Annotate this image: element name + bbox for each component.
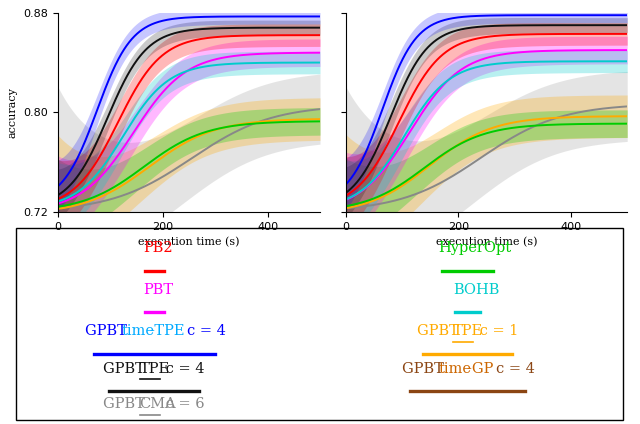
Text: GPBT: GPBT bbox=[104, 397, 150, 411]
Text: GPBT: GPBT bbox=[104, 362, 150, 376]
Text: PB2: PB2 bbox=[143, 241, 173, 255]
Text: c = 4: c = 4 bbox=[187, 324, 226, 338]
Text: -GP: -GP bbox=[467, 362, 499, 376]
Text: TPE: TPE bbox=[453, 324, 483, 338]
Text: TPE: TPE bbox=[140, 362, 170, 376]
Text: HyperOpt: HyperOpt bbox=[438, 241, 511, 255]
Text: GPBT: GPBT bbox=[85, 324, 132, 338]
X-axis label: execution time (s): execution time (s) bbox=[138, 237, 239, 248]
Text: BOHB: BOHB bbox=[453, 283, 499, 297]
Text: time: time bbox=[438, 362, 472, 376]
Text: PBT: PBT bbox=[143, 283, 173, 297]
Text: GPBT: GPBT bbox=[402, 362, 449, 376]
Text: time: time bbox=[122, 324, 154, 338]
Y-axis label: accuracy: accuracy bbox=[8, 87, 17, 138]
Text: c = 4: c = 4 bbox=[497, 362, 535, 376]
Text: GPBT: GPBT bbox=[417, 324, 463, 338]
Text: c = 4: c = 4 bbox=[161, 362, 205, 376]
Text: c = 1: c = 1 bbox=[475, 324, 518, 338]
Text: CMA: CMA bbox=[140, 397, 177, 411]
Text: -TPE: -TPE bbox=[150, 324, 189, 338]
X-axis label: execution time (s): execution time (s) bbox=[436, 237, 537, 248]
Text: c = 6: c = 6 bbox=[161, 397, 205, 411]
